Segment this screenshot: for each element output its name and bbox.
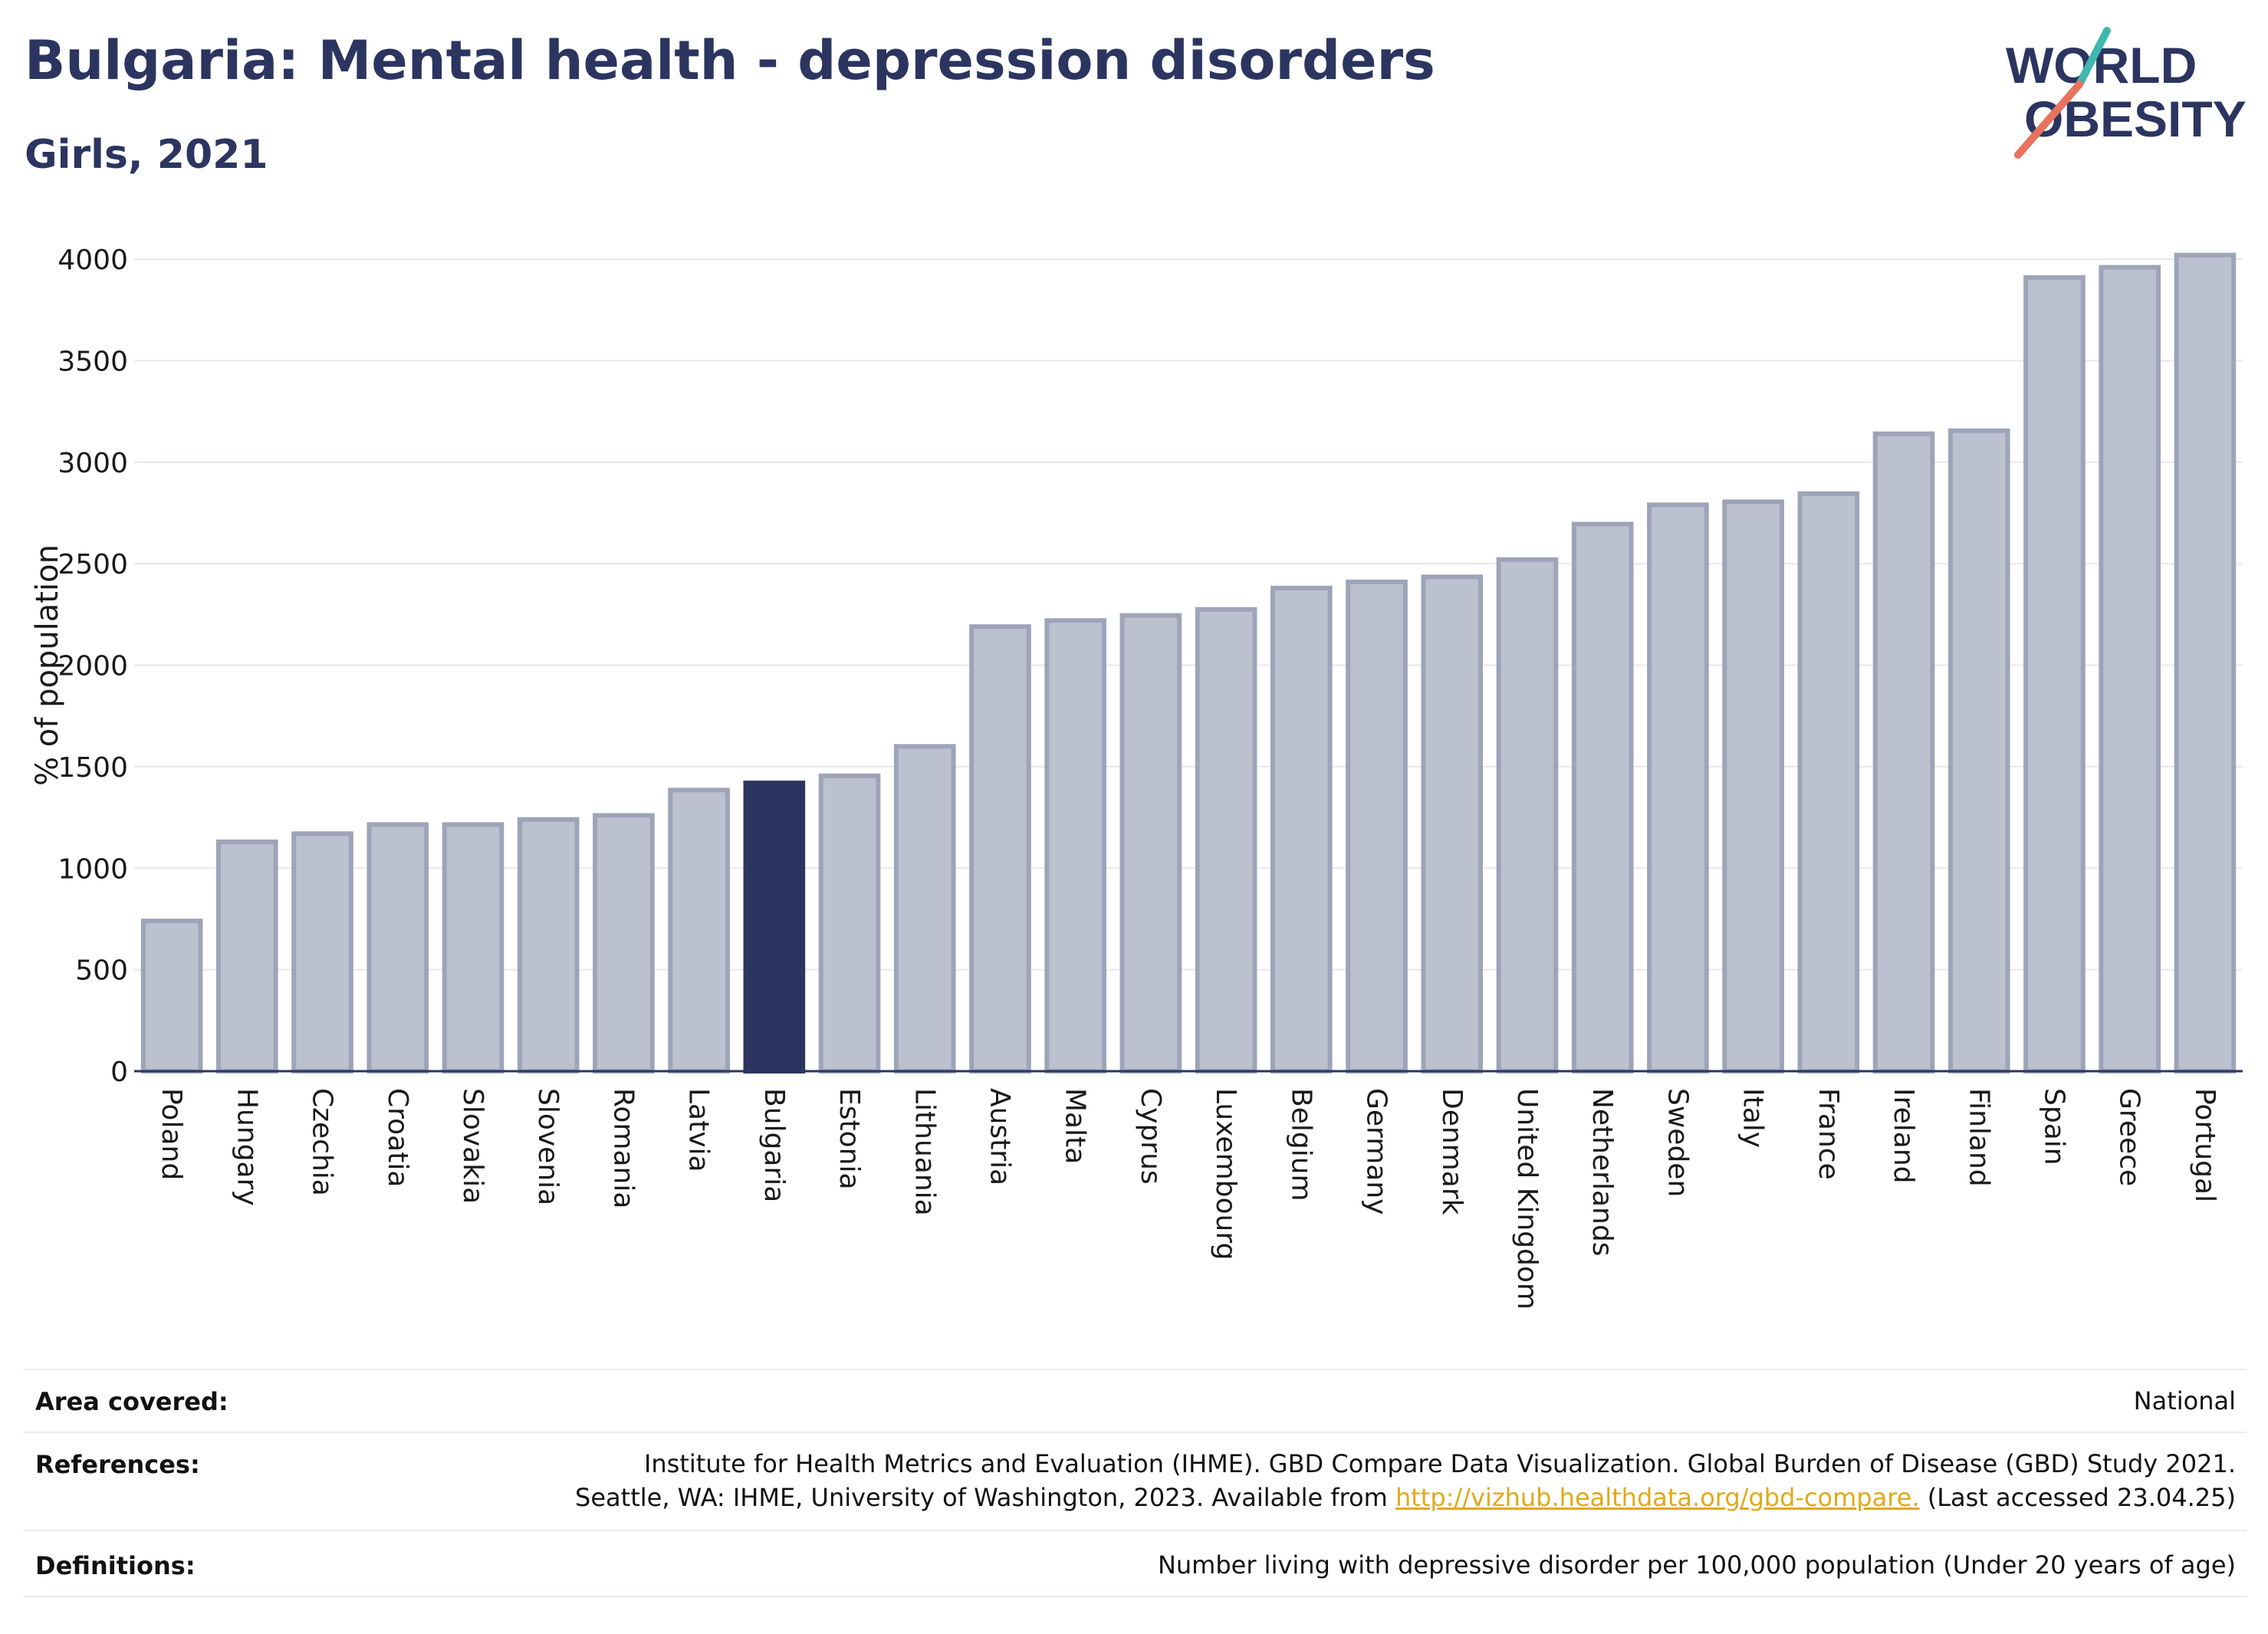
area-covered-value: National: [2133, 1386, 2236, 1415]
x-tick-label: Lithuania: [909, 1088, 940, 1216]
bar-latvia: [668, 787, 730, 1074]
bar-spain: [2023, 275, 2086, 1073]
x-tick-label: Austria: [984, 1088, 1015, 1185]
definitions-value: Number living with depressive disorder p…: [1157, 1550, 2236, 1580]
y-tick-label: 500: [75, 955, 128, 987]
y-axis-label: % of population: [30, 544, 65, 786]
area-covered-label: Area covered:: [35, 1387, 228, 1416]
references-label: References:: [35, 1450, 200, 1479]
bar-france: [1797, 491, 1860, 1073]
bar-portugal: [2174, 252, 2237, 1074]
references-link[interactable]: http://vizhub.healthdata.org/gbd-compare…: [1395, 1483, 1920, 1512]
bar-malta: [1044, 618, 1107, 1073]
bar-netherlands: [1571, 521, 1634, 1073]
bar-luxembourg: [1195, 607, 1257, 1073]
footer-references-row: References: Institute for Health Metrics…: [23, 1432, 2247, 1530]
x-tick-label: Germany: [1361, 1088, 1392, 1215]
x-tick-label: Spain: [2038, 1088, 2069, 1165]
y-tick-label: 3000: [58, 448, 128, 479]
x-tick-label: Italy: [1737, 1088, 1769, 1148]
footer-area-row: Area covered: National: [23, 1369, 2247, 1432]
x-tick-label: Ireland: [1888, 1088, 1919, 1184]
y-tick-label: 3500: [58, 346, 128, 377]
x-tick-label: France: [1813, 1088, 1844, 1180]
bar-poland: [140, 919, 203, 1073]
x-tick-label: Denmark: [1436, 1088, 1468, 1215]
bar-sweden: [1647, 502, 1709, 1073]
x-tick-label: Slovakia: [457, 1088, 488, 1204]
bar-united-kingdom: [1496, 557, 1559, 1073]
references-value: Institute for Health Metrics and Evaluat…: [575, 1447, 2236, 1514]
bar-czechia: [291, 831, 353, 1074]
bar-lithuania: [893, 744, 956, 1074]
x-tick-label: Belgium: [1285, 1088, 1316, 1202]
references-line-1: Institute for Health Metrics and Evaluat…: [643, 1449, 2236, 1478]
x-tick-label: Finland: [1963, 1088, 1994, 1187]
footer-definitions-row: Definitions: Number living with depressi…: [23, 1530, 2247, 1597]
x-tick-label: Portugal: [2189, 1088, 2220, 1202]
world-obesity-logo: WORLD OBESITY: [1994, 23, 2254, 161]
x-tick-label: Malta: [1060, 1088, 1091, 1164]
references-text: Seattle, WA: IHME, University of Washing…: [575, 1483, 1388, 1512]
x-tick-label: Estonia: [833, 1088, 865, 1190]
bar-bulgaria: [743, 781, 806, 1073]
y-tick-label: 2000: [58, 651, 128, 682]
x-tick-label: Bulgaria: [758, 1088, 790, 1202]
x-tick-label: Latvia: [683, 1088, 715, 1172]
bar-italy: [1722, 499, 1784, 1073]
x-tick-label: Sweden: [1662, 1088, 1693, 1197]
bar-slovakia: [442, 822, 505, 1073]
bars: [140, 252, 2237, 1074]
bar-romania: [593, 813, 655, 1074]
chart-title: Bulgaria: Mental health - depression dis…: [25, 29, 1435, 92]
x-tick-label: Czechia: [307, 1088, 338, 1196]
y-tick-label: 2500: [58, 549, 128, 580]
bar-denmark: [1421, 574, 1484, 1073]
x-tick-label: Netherlands: [1586, 1088, 1618, 1256]
x-axis-ticks: Poland Hungary Czechia Croatia Slovakia Slove…: [156, 1088, 2220, 1310]
bar-germany: [1346, 579, 1408, 1073]
bar-chart: 0 500 1000 1500 2000 2500 3000 3500 4000 Poland H…: [30, 245, 2243, 1310]
x-tick-label: Cyprus: [1135, 1088, 1166, 1185]
x-tick-label: Hungary: [231, 1088, 262, 1206]
bar-ireland: [1872, 431, 1935, 1073]
y-tick-label: 0: [110, 1057, 128, 1088]
bar-croatia: [366, 822, 429, 1073]
x-tick-label: United Kingdom: [1511, 1088, 1543, 1310]
references-line-2: Seattle, WA: IHME, University of Washing…: [575, 1481, 2236, 1514]
references-accessed: (Last accessed 23.04.25): [1927, 1483, 2236, 1512]
x-tick-label: Greece: [2114, 1088, 2145, 1186]
chart-footer: Area covered: National References: Insti…: [23, 1369, 2247, 1597]
y-tick-label: 1500: [58, 752, 128, 784]
y-axis-ticks: 0 500 1000 1500 2000 2500 3000 3500 4000: [58, 245, 128, 1088]
bar-belgium: [1270, 585, 1333, 1073]
bar-hungary: [216, 839, 278, 1074]
y-tick-label: 4000: [58, 245, 128, 276]
chart-subtitle: Girls, 2021: [25, 132, 268, 178]
x-tick-label: Romania: [607, 1088, 639, 1208]
y-tick-label: 1000: [58, 853, 128, 885]
bar-austria: [969, 624, 1031, 1073]
bar-cyprus: [1119, 613, 1182, 1073]
x-tick-label: Luxembourg: [1210, 1088, 1241, 1260]
bar-estonia: [818, 773, 881, 1073]
x-tick-label: Croatia: [382, 1088, 413, 1187]
x-tick-label: Poland: [156, 1088, 187, 1180]
bar-finland: [1948, 428, 2010, 1073]
bar-greece: [2099, 265, 2161, 1074]
x-tick-label: Slovenia: [532, 1088, 564, 1205]
bar-slovenia: [517, 817, 580, 1073]
definitions-label: Definitions:: [35, 1551, 196, 1580]
